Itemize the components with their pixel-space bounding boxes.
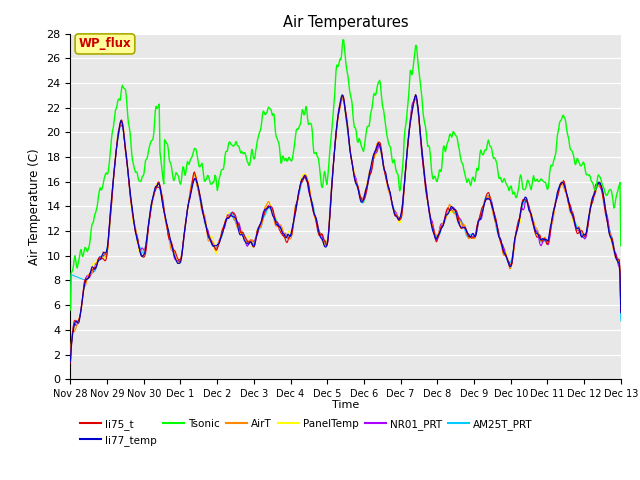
Text: WP_flux: WP_flux: [79, 37, 131, 50]
Legend: li75_t, li77_temp, Tsonic, AirT, PanelTemp, NR01_PRT, AM25T_PRT: li75_t, li77_temp, Tsonic, AirT, PanelTe…: [76, 415, 537, 450]
Y-axis label: Air Temperature (C): Air Temperature (C): [28, 148, 41, 264]
X-axis label: Time: Time: [332, 400, 359, 410]
Title: Air Temperatures: Air Temperatures: [283, 15, 408, 30]
